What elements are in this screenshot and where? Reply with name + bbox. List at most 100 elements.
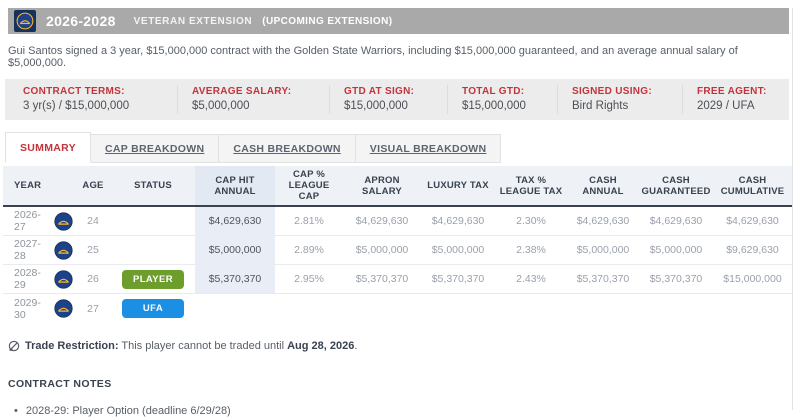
header-year: YEAR [3,166,75,207]
contract-type-label: VETERAN EXTENSION [133,15,253,27]
status-badge-ufa: UFA [122,299,184,319]
table-row-2028-29: 2028-29 26 PLAYER $5,370,370 2.95% $5,37… [3,264,792,295]
term-signed-using: SIGNED USING: Bird Rights [557,85,682,114]
contract-notes-heading: CONTRACT NOTES [8,377,112,390]
term-label: CONTRACT TERMS: [23,86,125,97]
contract-terms-strip: CONTRACT TERMS: 3 yr(s) / $15,000,000 AV… [5,79,789,120]
term-label: AVERAGE SALARY: [192,86,292,97]
header-cash-cumulative: CASH CUMULATIVE [713,166,792,207]
no-trade-icon [8,340,20,352]
cell-cash-annual: $5,000,000 [567,235,639,266]
cell-status: PLAYER [111,264,195,295]
cell-year: 2026-27 [3,206,75,237]
table-header-row: YEAR AGE STATUS CAP HIT ANNUAL CAP % LEAGU… [3,166,792,207]
cell-luxury-tax [421,294,495,323]
cell-cash-guaranteed [639,294,713,323]
cell-cash-guaranteed: $5,000,000 [639,235,713,266]
term-label: SIGNED USING: [572,86,653,97]
term-value: Bird Rights [572,100,629,112]
team-logo-icon [14,10,36,32]
header-luxury-tax: LUXURY TAX [421,166,495,207]
header-cash-annual: CASH ANNUAL [567,166,639,207]
cell-luxury-tax: $5,370,370 [421,264,495,295]
cell-apron-salary: $5,370,370 [343,264,421,295]
cell-cap-hit: $4,629,630 [195,206,275,237]
table-row-2029-30: 2029-30 27 UFA [3,294,792,323]
cell-status: UFA [111,294,195,323]
term-label: TOTAL GTD: [462,86,525,97]
cell-apron-salary: $4,629,630 [343,206,421,237]
term-value: $5,000,000 [192,100,250,112]
header-cash-guaranteed: CASH GUARANTEED [639,166,713,207]
term-label: GTD AT SIGN: [344,86,415,97]
status-badge-player-option: PLAYER [122,269,184,289]
contract-notes-list: • 2028-29: Player Option (deadline 6/29/… [14,405,784,417]
contract-header-bar: 2026-2028 VETERAN EXTENSION (UPCOMING EX… [8,8,789,34]
contract-note-text: 2028-29: Player Option (deadline 6/29/28… [25,404,231,417]
contract-summary-sentence: Gui Santos signed a 3 year, $15,000,000 … [8,45,738,69]
term-value: $15,000,000 [462,100,526,112]
header-tax-pct: TAX % LEAGUE TAX [495,166,567,207]
bullet-glyph: • [14,404,18,417]
tab-visual-breakdown[interactable]: VISUAL BREAKDOWN [355,134,502,163]
team-logo-icon [54,211,73,231]
team-logo-icon [54,241,73,260]
cell-cash-guaranteed: $4,629,630 [639,206,713,237]
term-gtd-at-sign: GTD AT SIGN: $15,000,000 [329,85,447,114]
trade-restriction-text: Trade Restriction: This player cannot be… [25,339,358,352]
cell-luxury-tax: $4,629,630 [421,206,495,237]
cell-status [111,235,195,266]
cell-luxury-tax: $5,000,000 [421,235,495,266]
contract-status-label: (UPCOMING EXTENSION) [262,15,393,27]
cell-age: 27 [87,302,99,315]
header-status: STATUS [111,166,195,207]
cell-age: 25 [75,235,111,266]
tab-cash-breakdown[interactable]: CASH BREAKDOWN [219,134,356,163]
cell-cash-cumulative: $9,629,630 [713,235,792,266]
cell-cash-annual [567,294,639,323]
cell-age: 24 [75,206,111,237]
tab-cap-breakdown[interactable]: CAP BREAKDOWN [90,134,220,163]
cell-apron-salary: $5,000,000 [343,235,421,266]
cell-cap-pct: 2.81% [275,206,343,237]
cell-tax-pct: 2.43% [495,264,567,295]
cell-cap-hit: $5,370,370 [195,264,275,295]
team-logo-icon [54,299,73,318]
cell-cash-cumulative: $15,000,000 [713,264,792,295]
cell-cap-hit: $5,000,000 [195,235,275,266]
term-average-salary: AVERAGE SALARY: $5,000,000 [177,85,329,114]
contract-page: 2026-2028 VETERAN EXTENSION (UPCOMING EX… [0,8,793,417]
cell-tax-pct: 2.30% [495,206,567,237]
cell-cash-cumulative [713,294,792,323]
term-contract-terms: CONTRACT TERMS: 3 yr(s) / $15,000,000 [5,85,177,114]
cell-year: 2029-30 [3,294,75,323]
cell-cash-cumulative: $4,629,630 [713,206,792,237]
cell-cap-pct [275,294,343,323]
header-age: AGE [75,166,111,207]
tab-summary[interactable]: SUMMARY [5,132,91,163]
term-value: 3 yr(s) / $15,000,000 [23,100,130,112]
cell-age: 26 [75,264,111,295]
cell-cap-hit [195,294,275,323]
cell-cash-annual: $5,370,370 [567,264,639,295]
term-free-agent: FREE AGENT: 2029 / UFA [682,85,790,114]
term-value: 2029 / UFA [697,100,755,112]
breakdown-tabs: SUMMARY CAP BREAKDOWN CASH BREAKDOWN VIS… [5,132,792,163]
contract-note-item: • 2028-29: Player Option (deadline 6/29/… [14,405,784,417]
header-cap-pct: CAP % LEAGUE CAP [275,166,343,207]
cell-apron-salary [343,294,421,323]
table-row-2027-28: 2027-28 25 $5,000,000 2.89% $5,000,000 $… [3,235,792,266]
term-label: FREE AGENT: [697,86,767,97]
cell-cash-annual: $4,629,630 [567,206,639,237]
cell-cap-pct: 2.89% [275,235,343,266]
cell-tax-pct [495,294,567,323]
cell-year: 2028-29 [3,264,75,295]
term-value: $15,000,000 [344,100,408,112]
contract-years: 2026-2028 [46,13,116,29]
cell-tax-pct: 2.38% [495,235,567,266]
header-apron-salary: APRON SALARY [343,166,421,207]
trade-restriction-note: Trade Restriction: This player cannot be… [8,340,784,352]
term-total-gtd: TOTAL GTD: $15,000,000 [447,85,557,114]
cell-status [111,206,195,237]
cell-year: 2027-28 [3,235,75,266]
